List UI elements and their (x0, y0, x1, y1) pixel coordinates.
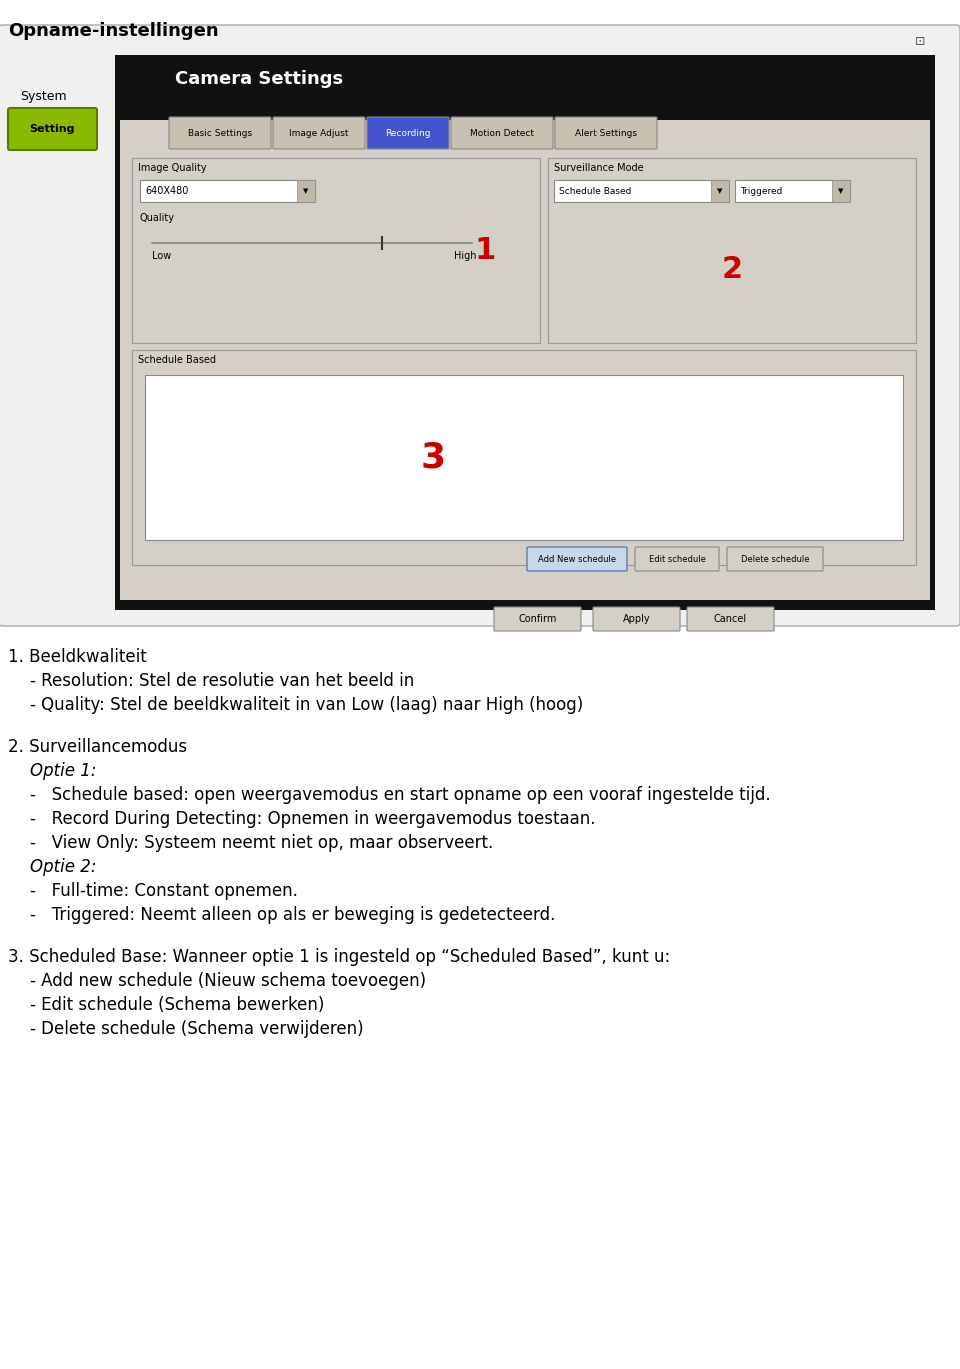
Text: Camera Settings: Camera Settings (175, 70, 343, 88)
FancyBboxPatch shape (527, 548, 627, 571)
Text: 3: 3 (420, 441, 445, 475)
Bar (120, 60, 930, 600)
Text: Quality: Quality (140, 214, 175, 223)
Text: Motion Detect: Motion Detect (470, 129, 534, 137)
Bar (297, 179, 315, 203)
Bar (832, 179, 850, 203)
FancyBboxPatch shape (494, 606, 581, 631)
Text: ▼: ▼ (838, 188, 844, 194)
Text: - Quality: Stel de beeldkwaliteit in van Low (laag) naar High (hoog): - Quality: Stel de beeldkwaliteit in van… (30, 695, 584, 715)
Text: - Add new schedule (Nieuw schema toevoegen): - Add new schedule (Nieuw schema toevoeg… (30, 972, 426, 990)
Bar (120, 60, 930, 120)
Text: Apply: Apply (623, 615, 650, 624)
FancyBboxPatch shape (367, 116, 449, 149)
FancyBboxPatch shape (8, 108, 97, 151)
Text: 2. Surveillancemodus: 2. Surveillancemodus (8, 738, 187, 756)
Text: System: System (20, 90, 66, 103)
FancyBboxPatch shape (727, 548, 823, 571)
Text: Triggered: Triggered (740, 186, 782, 196)
Text: ▼: ▼ (717, 188, 723, 194)
FancyBboxPatch shape (555, 116, 657, 149)
Text: -   Full-time: Constant opnemen.: - Full-time: Constant opnemen. (30, 882, 298, 899)
Text: Schedule Based: Schedule Based (559, 186, 632, 196)
FancyBboxPatch shape (169, 116, 271, 149)
Text: ⊡: ⊡ (915, 36, 925, 48)
Text: -   View Only: Systeem neemt niet op, maar observeert.: - View Only: Systeem neemt niet op, maar… (30, 834, 493, 852)
Text: Setting: Setting (30, 125, 75, 134)
Text: 1. Beeldkwaliteit: 1. Beeldkwaliteit (8, 648, 147, 665)
FancyBboxPatch shape (451, 116, 553, 149)
Text: Optie 1:: Optie 1: (30, 763, 97, 780)
Text: 3. Scheduled Base: Wanneer optie 1 is ingesteld op “Scheduled Based”, kunt u:: 3. Scheduled Base: Wanneer optie 1 is in… (8, 947, 670, 967)
Bar (711, 179, 729, 203)
Text: Basic Settings: Basic Settings (188, 129, 252, 137)
Text: 2: 2 (721, 255, 743, 283)
Bar (548, 157, 916, 344)
Text: Image Quality: Image Quality (138, 163, 206, 172)
Bar (132, 350, 916, 565)
Text: Cancel: Cancel (714, 615, 747, 624)
FancyBboxPatch shape (635, 548, 719, 571)
Text: Recording: Recording (385, 129, 431, 137)
Text: - Resolution: Stel de resolutie van het beeld in: - Resolution: Stel de resolutie van het … (30, 672, 415, 690)
Text: -   Schedule based: open weergavemodus en start opname op een vooraf ingestelde : - Schedule based: open weergavemodus en … (30, 786, 771, 804)
FancyBboxPatch shape (273, 116, 365, 149)
FancyBboxPatch shape (687, 606, 774, 631)
Text: Optie 2:: Optie 2: (30, 858, 97, 876)
Text: Delete schedule: Delete schedule (741, 554, 809, 564)
Text: Schedule Based: Schedule Based (138, 355, 216, 366)
Text: -   Triggered: Neemt alleen op als er beweging is gedetecteerd.: - Triggered: Neemt alleen op als er bewe… (30, 906, 556, 924)
Text: - Edit schedule (Schema bewerken): - Edit schedule (Schema bewerken) (30, 997, 324, 1014)
Text: Image Adjust: Image Adjust (289, 129, 348, 137)
Bar (735, 179, 850, 203)
Text: Opname-instellingen: Opname-instellingen (8, 22, 219, 40)
Text: Low: Low (152, 251, 171, 261)
Bar (145, 375, 903, 539)
Text: 640X480: 640X480 (145, 186, 188, 196)
FancyBboxPatch shape (593, 606, 680, 631)
Text: ▼: ▼ (303, 188, 309, 194)
Bar (115, 55, 935, 611)
Text: Confirm: Confirm (518, 615, 557, 624)
Bar (140, 179, 315, 203)
Text: Edit schedule: Edit schedule (649, 554, 706, 564)
Text: 1: 1 (474, 235, 495, 266)
Bar (554, 179, 729, 203)
Text: - Delete schedule (Schema verwijderen): - Delete schedule (Schema verwijderen) (30, 1020, 364, 1038)
Bar (132, 157, 540, 344)
Text: Surveillance Mode: Surveillance Mode (554, 163, 643, 172)
Text: High: High (454, 251, 476, 261)
Text: Alert Settings: Alert Settings (575, 129, 637, 137)
Text: Add New schedule: Add New schedule (538, 554, 616, 564)
FancyBboxPatch shape (0, 25, 960, 626)
Text: -   Record During Detecting: Opnemen in weergavemodus toestaan.: - Record During Detecting: Opnemen in we… (30, 810, 595, 828)
